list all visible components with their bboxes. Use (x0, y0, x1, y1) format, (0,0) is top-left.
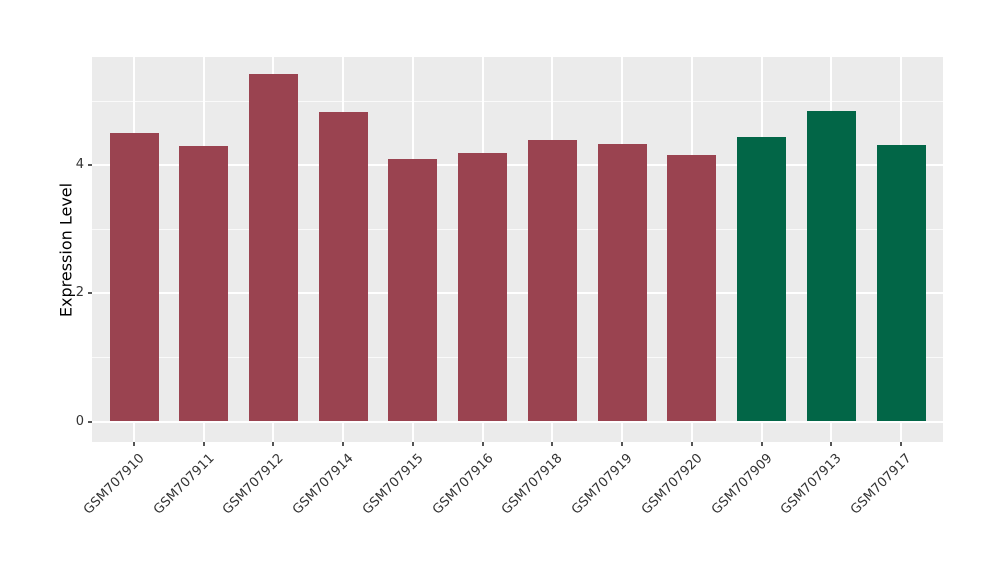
bar-GSM707917 (876, 145, 926, 422)
bar-GSM707914 (318, 112, 368, 422)
x-tick-mark (830, 442, 833, 446)
bar-GSM707918 (527, 140, 577, 422)
plot-panel (92, 57, 943, 442)
bar-GSM707911 (179, 146, 229, 422)
gridline-major-horizontal (92, 420, 943, 423)
x-tick-mark (272, 442, 275, 446)
y-tick-label: 0 (75, 413, 84, 429)
y-tick-label: 4 (75, 157, 84, 173)
y-axis-title: Expression Level (56, 182, 76, 318)
x-tick-label: GSM707910 (81, 451, 148, 518)
x-tick-mark (690, 442, 693, 446)
gridline-major-horizontal (92, 292, 943, 295)
x-tick-mark (551, 442, 554, 446)
y-tick-mark (88, 292, 92, 295)
x-tick-mark (900, 442, 902, 446)
bar-GSM707910 (109, 133, 159, 422)
x-tick-mark (202, 442, 205, 446)
x-tick-mark (133, 442, 135, 446)
x-tick-mark (342, 442, 345, 446)
bar-GSM707913 (806, 110, 856, 422)
bar-GSM707915 (388, 158, 438, 422)
bar-GSM707909 (737, 137, 787, 422)
y-tick-label: 2 (75, 285, 84, 301)
x-tick-mark (411, 442, 414, 446)
gridline-minor-horizontal (92, 356, 943, 358)
x-tick-mark (481, 442, 484, 446)
bar-GSM707919 (597, 144, 647, 422)
x-tick-mark (760, 442, 763, 446)
x-tick-mark (621, 442, 624, 446)
y-tick-mark (88, 164, 92, 167)
bar-GSM707916 (458, 153, 508, 422)
gridline-minor-horizontal (92, 228, 943, 230)
bar-GSM707920 (667, 155, 717, 422)
bar-GSM707912 (248, 73, 298, 422)
gridline-minor-horizontal (92, 100, 943, 102)
y-tick-mark (88, 420, 92, 423)
gridline-major-horizontal (92, 164, 943, 167)
